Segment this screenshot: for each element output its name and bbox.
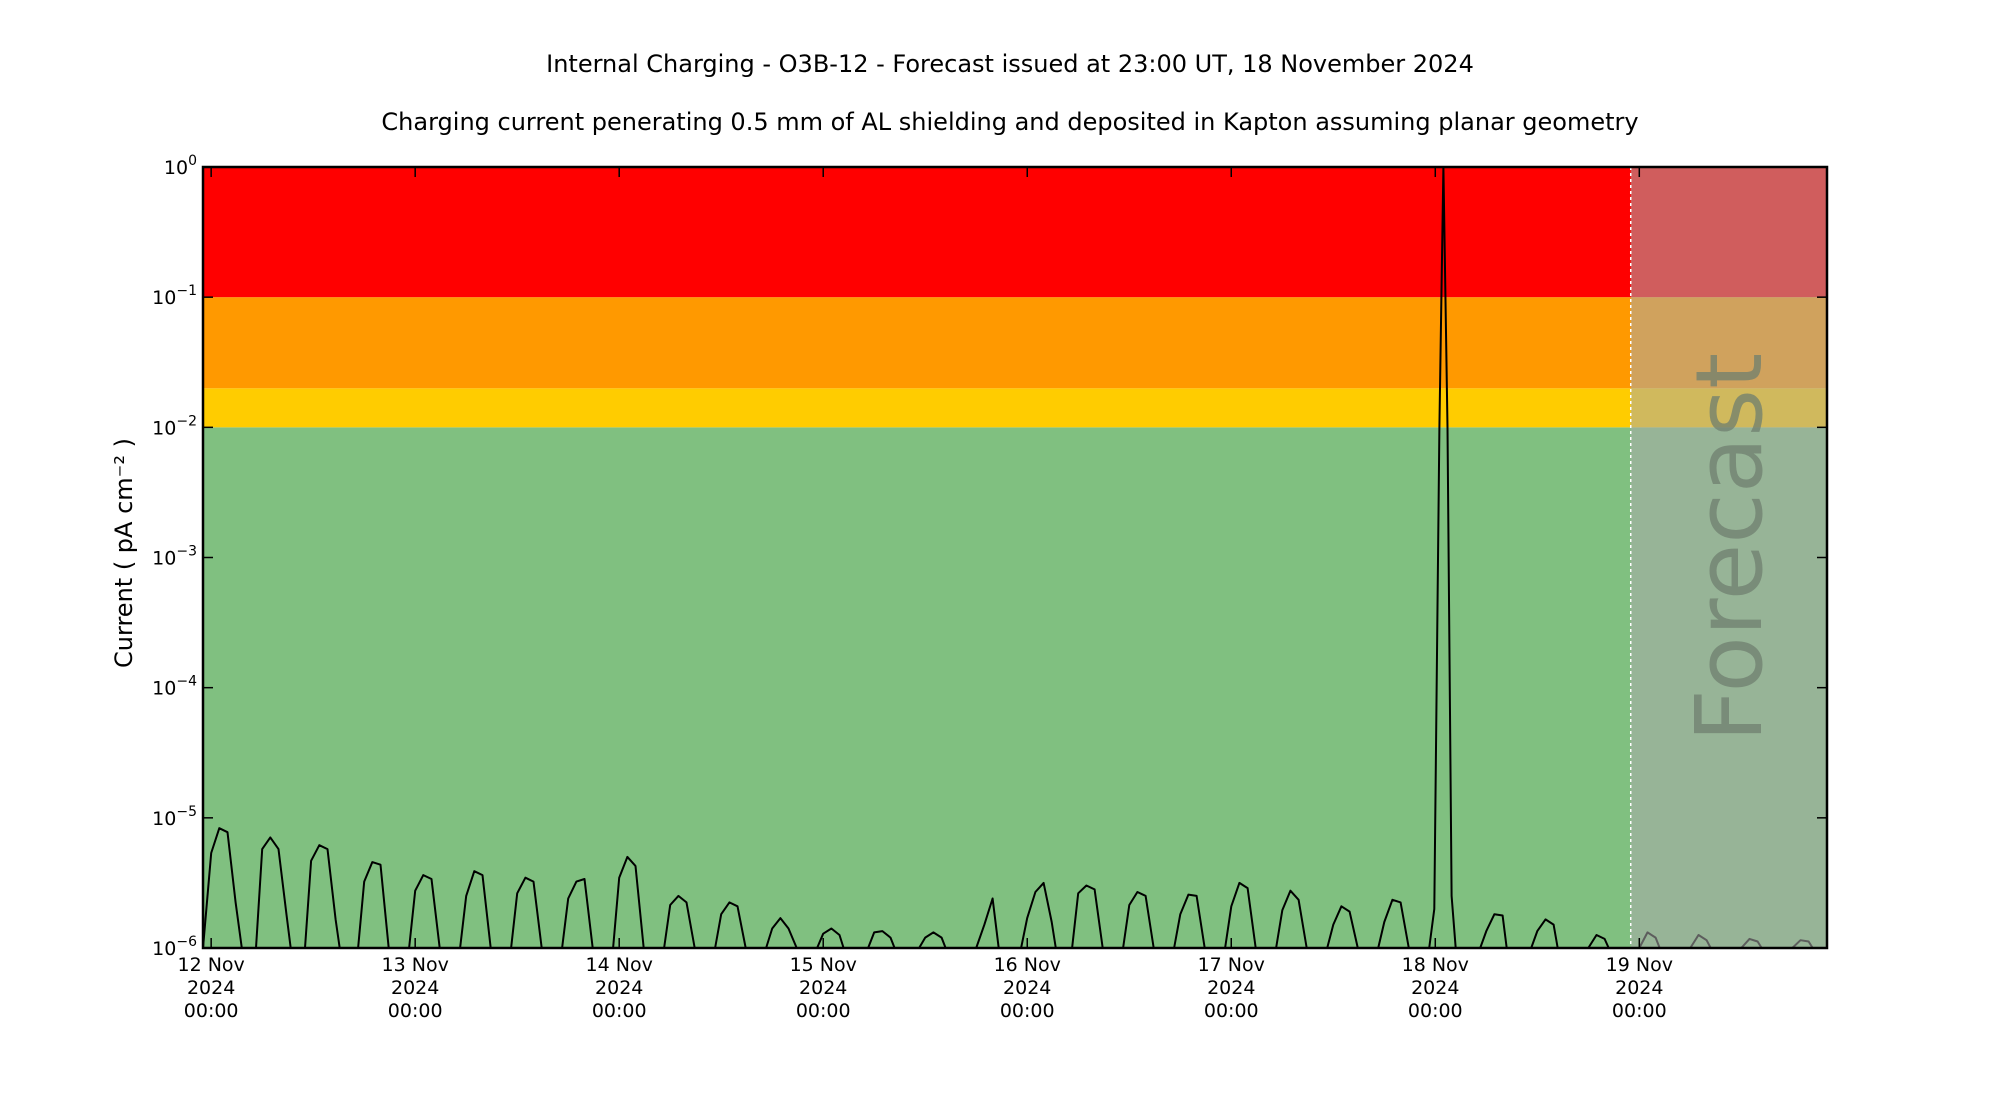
x-tick-label: 13 Nov 2024 00:00 <box>382 954 449 1022</box>
forecast-overlay <box>1630 167 1827 948</box>
series-line-0 <box>202 166 1814 949</box>
x-tick-label: 17 Nov 2024 00:00 <box>1198 954 1265 1022</box>
y-axis-label: Current ( pA cm⁻² ) <box>110 438 138 668</box>
y-tick-label: 10−2 <box>152 413 197 439</box>
chart-subtitle: Charging current penerating 0.5 mm of AL… <box>381 108 1638 136</box>
plot-area: Forecast 10−6 10−5 10−4 10−3 10−2 10−1 100 12 No… <box>152 153 1829 1022</box>
threshold-band-2 <box>203 297 1827 389</box>
x-tick-label: 14 Nov 2024 00:00 <box>586 954 653 1022</box>
y-tick-label: 100 <box>164 153 197 179</box>
threshold-band-3 <box>203 167 1827 298</box>
y-tick-label: 10−1 <box>152 283 197 309</box>
y-tick-label: 10−3 <box>152 544 197 570</box>
forecast-label: Forecast <box>1676 353 1783 742</box>
threshold-band-0 <box>203 427 1827 948</box>
chart-title: Internal Charging - O3B-12 - Forecast is… <box>546 50 1474 78</box>
x-tick-label: 19 Nov 2024 00:00 <box>1606 954 1673 1022</box>
plot-frame <box>201 165 1829 950</box>
y-tick-label: 10−4 <box>152 674 197 700</box>
threshold-band-1 <box>203 388 1827 428</box>
y-tick-label: 10−5 <box>152 804 197 830</box>
x-tick-label: 15 Nov 2024 00:00 <box>790 954 857 1022</box>
x-tick-label: 12 Nov 2024 00:00 <box>178 954 245 1022</box>
x-tick-label: 16 Nov 2024 00:00 <box>994 954 1061 1022</box>
y-tick-label: 10−6 <box>152 934 197 960</box>
x-tick-label: 18 Nov 2024 00:00 <box>1402 954 1469 1022</box>
